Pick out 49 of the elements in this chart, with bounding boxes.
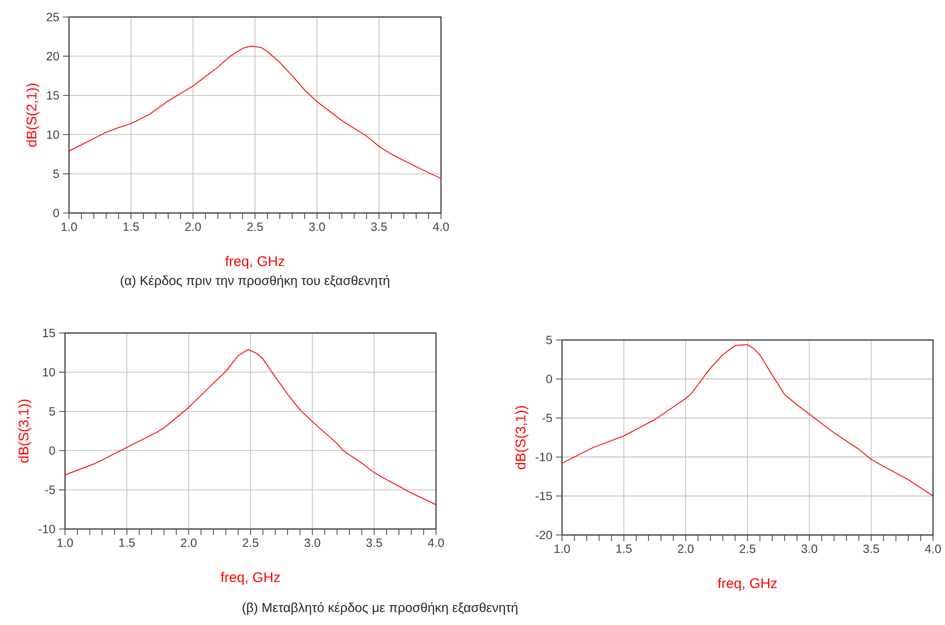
x-tick-label: 3.0: [801, 544, 818, 554]
line-series: [562, 344, 934, 496]
line-series: [69, 46, 442, 179]
x-tick-label: 1.5: [616, 544, 632, 553]
x-tick-label: 2.0: [678, 544, 694, 554]
y-tick-label: 5: [49, 407, 55, 416]
y-axis-title: dB(S(3,1)): [18, 400, 32, 463]
y-tick-label: 10: [47, 130, 60, 139]
y-tick-label: 25: [46, 12, 59, 22]
y-tick-label: -5: [45, 486, 55, 494]
x-tick-label: 1.0: [58, 538, 73, 548]
y-tick-label: 5: [546, 336, 552, 344]
y-tick-label: -5: [542, 414, 552, 422]
x-axis-title: freq, GHz: [225, 256, 284, 269]
y-tick-label: 0: [53, 208, 60, 218]
y-axis-title: dB(S(3,1)): [515, 406, 528, 470]
y-tick-label: 15: [43, 328, 55, 338]
x-axis-title: freq, GHz: [220, 572, 280, 585]
y-tick-label: 15: [47, 91, 59, 100]
y-tick-label: 10: [43, 368, 56, 376]
x-tick-label: 3.0: [304, 538, 320, 548]
y-axis-title: dB(S(2,1)): [26, 84, 40, 147]
y-tick-label: -15: [536, 492, 552, 500]
x-tick-label: 3.0: [309, 222, 325, 232]
x-tick-label: 3.5: [366, 538, 382, 548]
y-tick-label: -20: [536, 530, 552, 540]
x-tick-label: 1.0: [62, 222, 77, 232]
x-tick-label: 3.5: [371, 222, 387, 232]
x-tick-label: 2.0: [180, 538, 197, 548]
x-tick-label: 1.0: [554, 544, 570, 554]
text: (α) Κέρδος πριν την προσθήκη του εξασθενητή: [120, 275, 390, 288]
x-tick-label: 2.5: [247, 222, 263, 232]
x-tick-label: 1.5: [119, 538, 135, 547]
x-tick-label: 4.0: [924, 544, 941, 554]
y-tick-label: 20: [46, 52, 60, 60]
x-tick-label: 1.5: [124, 222, 139, 231]
x-tick-label: 2.5: [242, 538, 258, 548]
y-tick-label: 5: [53, 170, 59, 178]
text: (β) Μεταβλητό κέρδος με προσθήκη εξασθενητή: [242, 602, 518, 615]
x-tick-label: 2.0: [185, 222, 201, 232]
y-tick-label: -10: [536, 452, 552, 462]
y-tick-label: -10: [38, 524, 56, 534]
x-tick-label: 4.0: [428, 538, 444, 548]
y-tick-label: 0: [546, 374, 552, 384]
x-tick-label: 2.5: [740, 544, 756, 554]
y-tick-label: 0: [49, 446, 56, 455]
x-axis-title: freq, GHz: [718, 578, 777, 591]
x-tick-label: 4.0: [432, 222, 449, 232]
x-tick-label: 3.5: [863, 544, 880, 554]
